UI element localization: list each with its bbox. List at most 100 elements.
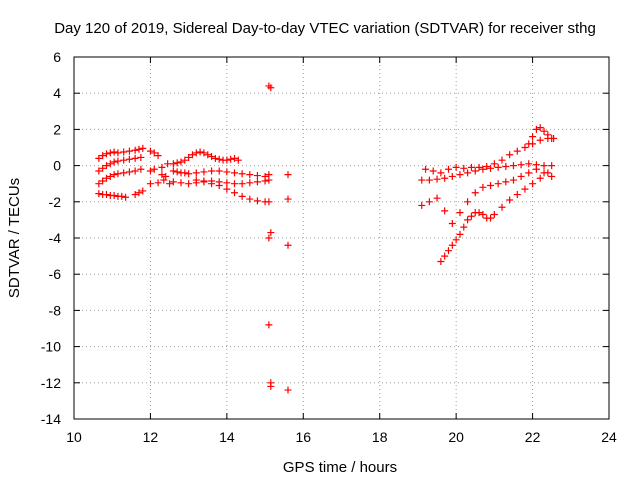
data-point <box>494 163 502 171</box>
data-point <box>506 151 514 159</box>
data-point <box>185 153 193 161</box>
data-point <box>265 234 273 242</box>
data-point <box>448 241 456 249</box>
data-point <box>521 185 529 193</box>
x-tick-label: 16 <box>295 429 311 445</box>
data-point <box>513 147 521 155</box>
data-point <box>544 169 552 177</box>
data-point <box>234 156 242 164</box>
data-point <box>177 158 185 166</box>
data-point <box>498 203 506 211</box>
data-point <box>521 144 529 151</box>
data-point <box>529 180 537 188</box>
data-point <box>125 168 133 176</box>
data-point <box>265 321 273 329</box>
data-point <box>536 124 544 132</box>
y-tick-label: -6 <box>49 266 62 282</box>
data-point <box>223 179 231 187</box>
data-point <box>173 159 181 167</box>
data-point <box>532 125 540 133</box>
data-point <box>110 158 118 166</box>
data-point <box>106 172 114 180</box>
data-point <box>185 170 193 178</box>
data-point <box>467 212 475 220</box>
y-tick-label: -12 <box>41 375 61 391</box>
data-point <box>513 191 521 199</box>
data-point <box>460 223 468 231</box>
data-point <box>548 172 556 180</box>
data-point <box>137 165 145 173</box>
data-point <box>265 176 273 184</box>
data-point <box>448 172 456 180</box>
data-point <box>99 177 107 185</box>
x-tick-label: 12 <box>143 429 159 445</box>
data-point <box>502 163 510 171</box>
data-point <box>99 164 107 172</box>
x-axis-title: GPS time / hours <box>283 459 397 476</box>
data-point <box>544 131 552 139</box>
data-point <box>95 154 103 162</box>
data-point <box>267 229 275 237</box>
data-point <box>517 172 525 180</box>
data-point <box>540 127 548 135</box>
data-point <box>223 185 231 193</box>
x-tick-label: 14 <box>219 429 235 445</box>
data-point <box>166 180 174 188</box>
data-point <box>188 151 196 159</box>
data-point <box>192 169 200 177</box>
data-point <box>102 162 110 170</box>
data-point <box>102 150 110 158</box>
series-upper-arc-morning <box>95 144 147 162</box>
data-point <box>154 152 162 160</box>
y-tick-label: 6 <box>53 49 61 65</box>
data-point <box>158 171 166 179</box>
y-tick-label: -2 <box>49 194 62 210</box>
data-point <box>150 149 158 157</box>
data-point <box>253 178 261 186</box>
data-point <box>131 191 139 199</box>
data-point <box>110 191 118 199</box>
data-point <box>139 187 147 195</box>
data-point <box>441 207 449 215</box>
data-point <box>200 177 208 185</box>
data-point <box>204 151 212 159</box>
data-point <box>110 171 118 179</box>
data-point <box>464 216 472 224</box>
data-point <box>418 201 426 209</box>
data-point <box>162 172 170 180</box>
x-tick-label: 22 <box>525 429 541 445</box>
data-point <box>146 180 154 188</box>
data-point <box>536 136 544 144</box>
data-point <box>238 170 246 178</box>
data-point <box>137 153 145 161</box>
data-point <box>525 160 533 168</box>
data-point <box>267 379 275 387</box>
data-point <box>223 156 231 164</box>
data-point <box>509 176 517 184</box>
data-point <box>487 214 495 222</box>
data-point <box>200 149 208 157</box>
data-point <box>146 167 154 175</box>
data-point <box>433 175 441 183</box>
data-point <box>253 172 261 180</box>
series-lower-arc-morning <box>95 165 145 188</box>
data-point <box>131 146 139 154</box>
data-point <box>160 176 168 184</box>
data-point <box>540 162 548 170</box>
data-point <box>487 182 495 190</box>
data-point <box>479 165 487 173</box>
data-point <box>118 192 126 200</box>
series-upper-arc-midday <box>169 148 242 168</box>
y-axis: -14 -12 -10 -8 -6 -4 -2 0 2 4 6 <box>41 49 609 427</box>
data-point <box>437 258 445 266</box>
data-point <box>494 180 502 188</box>
series-middle-arc-morning <box>95 153 145 175</box>
data-point <box>125 147 133 155</box>
data-point <box>223 168 231 176</box>
data-point <box>284 171 292 179</box>
data-point <box>456 230 464 238</box>
data-point <box>102 174 110 182</box>
data-point <box>265 198 273 206</box>
data-point <box>448 220 456 228</box>
data-point <box>154 179 162 187</box>
